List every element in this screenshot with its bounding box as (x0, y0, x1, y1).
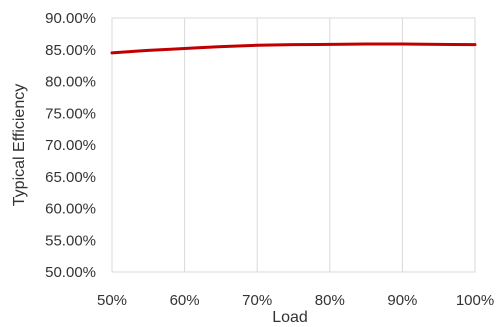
x-tick-label: 100% (456, 292, 494, 309)
y-tick-label: 60.00% (45, 201, 96, 218)
y-tick-label: 65.00% (45, 169, 96, 186)
grid-lines (184, 18, 403, 272)
y-tick-label: 90.00% (45, 10, 96, 27)
y-tick-label: 80.00% (45, 74, 96, 91)
x-tick-label: 80% (315, 292, 345, 309)
y-tick-labels: 50.00% 55.00% 60.00% 65.00% 70.00% 75.00% 80.0… (45, 10, 96, 281)
y-tick-label: 75.00% (45, 105, 96, 122)
x-tick-label: 70% (242, 292, 272, 309)
plot-border (111, 17, 476, 273)
plot-frame (111, 17, 476, 273)
y-tick-label: 85.00% (45, 42, 96, 59)
y-tick-label: 50.00% (45, 264, 96, 281)
x-axis-title: Load (272, 309, 308, 326)
series-layer (110, 42, 477, 55)
series-line-0 (110, 42, 477, 55)
x-tick-label: 60% (170, 292, 200, 309)
x-tick-label: 90% (387, 292, 417, 309)
x-tick-label: 50% (97, 292, 127, 309)
y-axis-title: Typical Efficiency (11, 84, 28, 206)
y-tick-label: 70.00% (45, 137, 96, 154)
x-tick-labels: 50% 60% 70% 80% 90% 100% (97, 292, 494, 309)
y-tick-label: 55.00% (45, 232, 96, 249)
